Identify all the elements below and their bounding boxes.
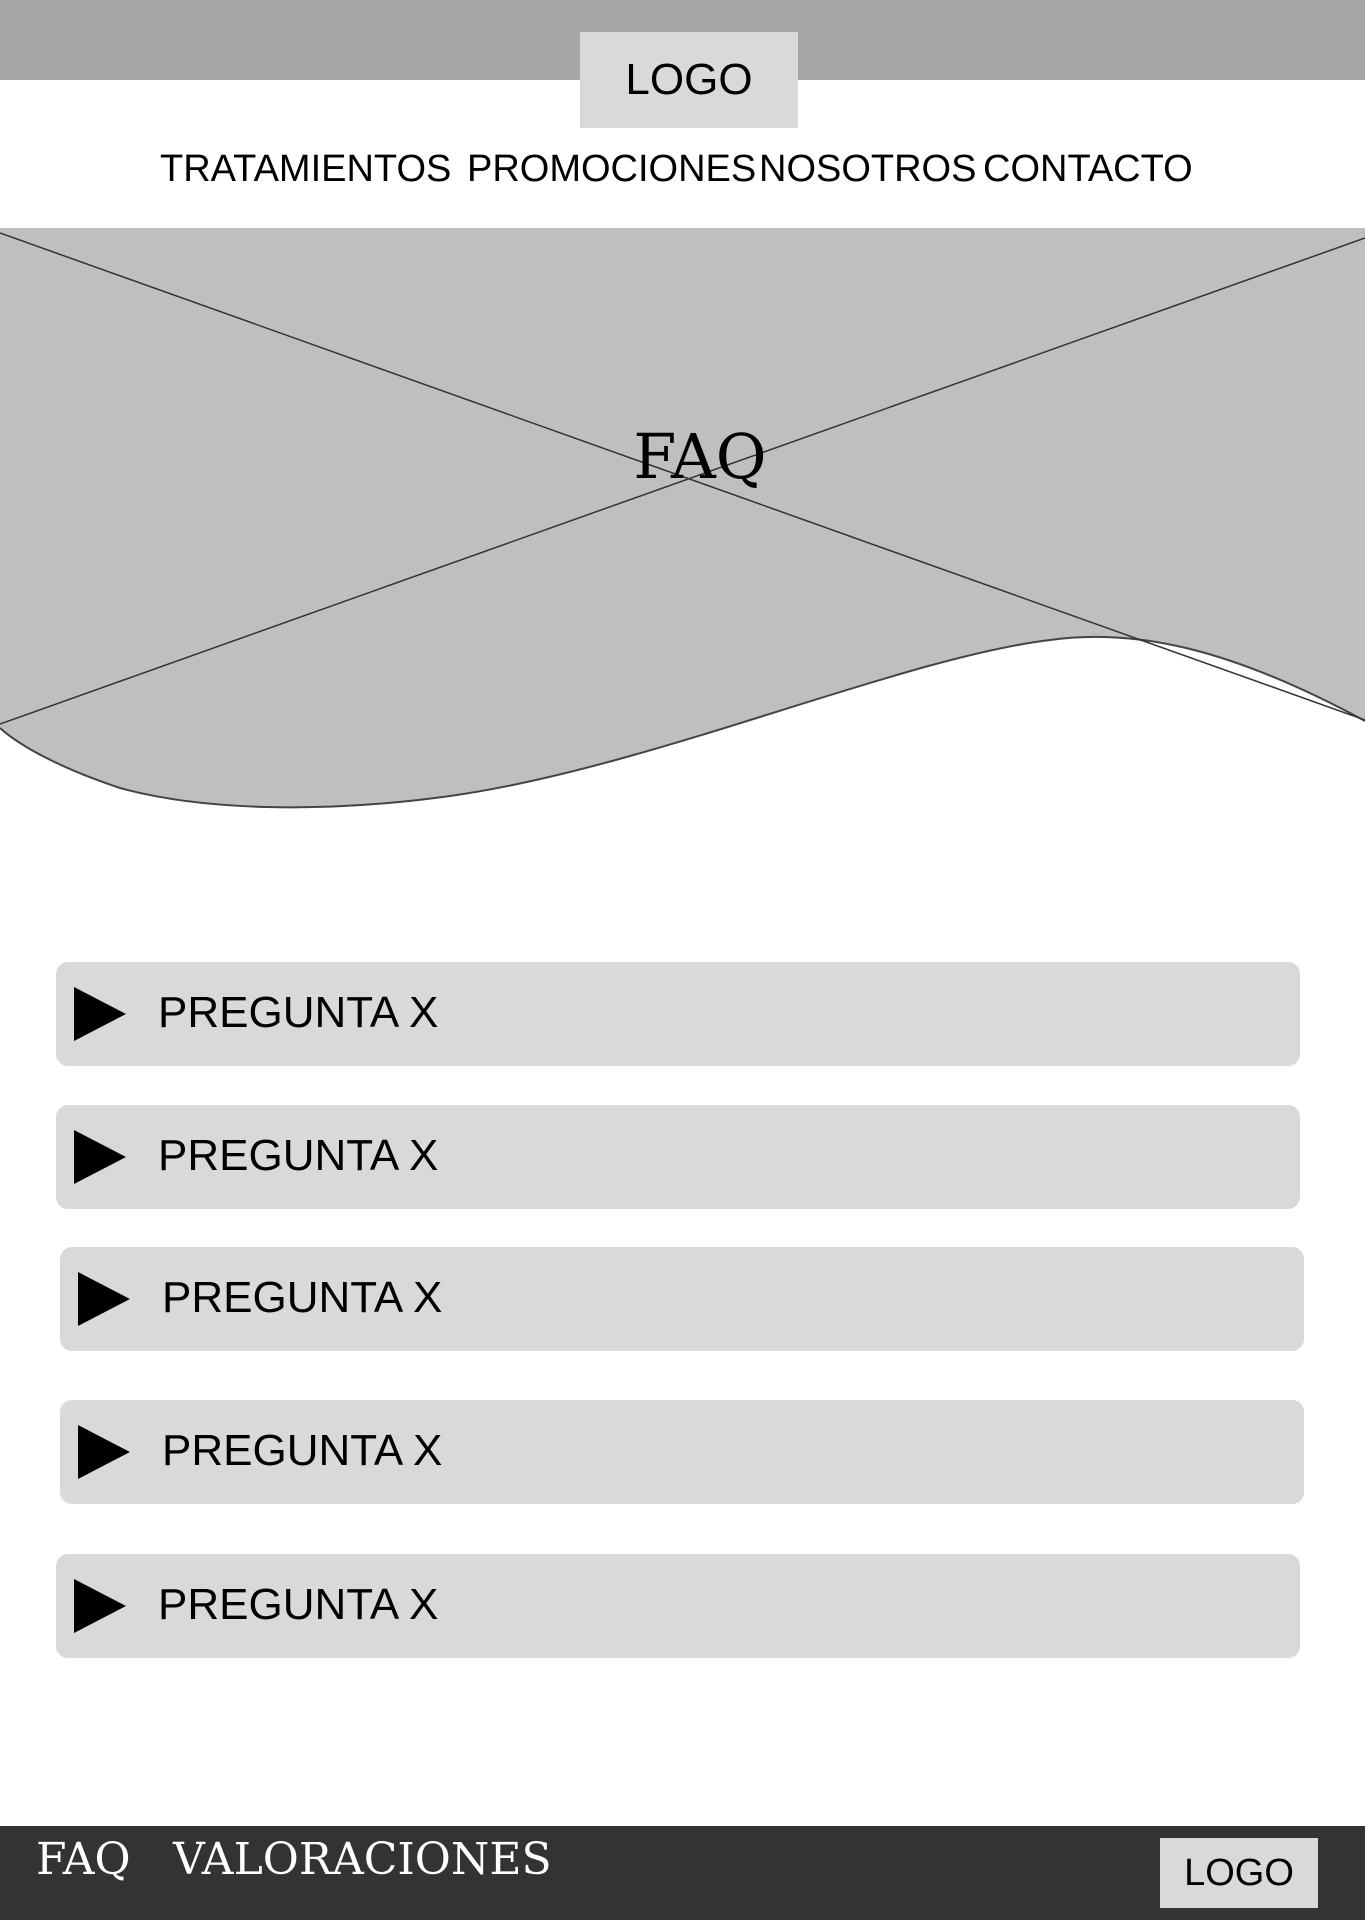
hero-image-placeholder [0,228,1365,809]
page-title: FAQ [633,420,767,493]
nav-item-promociones[interactable]: PROMOCIONES [467,148,757,190]
play-arrow-icon [78,1425,130,1479]
hero-banner [0,228,1365,818]
nav-item-contacto[interactable]: CONTACTO [983,148,1193,190]
footer-link-faq[interactable]: FAQ [36,1834,131,1885]
faq-item[interactable]: PREGUNTA X [56,962,1300,1066]
footer-logo[interactable]: LOGO [1160,1838,1318,1908]
nav-item-tratamientos[interactable]: TRATAMIENTOS [160,148,452,190]
footer: FAQ VALORACIONES LOGO [0,1826,1365,1920]
header-logo[interactable]: LOGO [580,32,798,128]
main-nav: TRATAMIENTOS PROMOCIONES NOSOTROS CONTAC… [0,148,1365,202]
faq-question: PREGUNTA X [158,988,439,1037]
footer-logo-text: LOGO [1184,1851,1294,1894]
play-arrow-icon [74,987,126,1041]
faq-item[interactable]: PREGUNTA X [60,1400,1304,1504]
faq-item[interactable]: PREGUNTA X [56,1554,1300,1658]
nav-item-nosotros[interactable]: NOSOTROS [759,148,977,190]
play-arrow-icon [74,1130,126,1184]
faq-question: PREGUNTA X [158,1580,439,1629]
faq-question: PREGUNTA X [162,1426,443,1475]
faq-question: PREGUNTA X [162,1273,443,1322]
faq-item[interactable]: PREGUNTA X [60,1247,1304,1351]
faq-question: PREGUNTA X [158,1131,439,1180]
play-arrow-icon [78,1272,130,1326]
footer-link-valoraciones[interactable]: VALORACIONES [173,1834,552,1885]
faq-item[interactable]: PREGUNTA X [56,1105,1300,1209]
play-arrow-icon [74,1579,126,1633]
header-logo-text: LOGO [625,55,753,104]
